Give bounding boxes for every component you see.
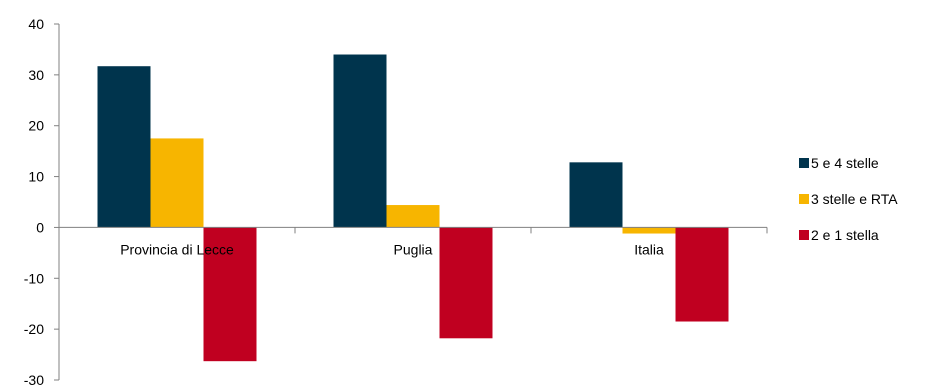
legend-swatch	[799, 230, 809, 240]
bar	[333, 54, 387, 228]
category-label: Provincia di Lecce	[120, 241, 234, 257]
bar	[622, 227, 676, 234]
legend: 5 e 4 stelle 3 stelle e RTA 2 e 1 stella	[799, 155, 898, 243]
y-tick-label: 30	[28, 67, 44, 83]
legend-swatch	[799, 158, 809, 168]
legend-label: 5 e 4 stelle	[811, 155, 879, 171]
y-tick-label: -10	[24, 270, 44, 286]
y-tick-label: -30	[24, 372, 44, 388]
legend-label: 3 stelle e RTA	[811, 191, 898, 207]
legend-label: 2 e 1 stella	[811, 227, 879, 243]
category-label: Italia	[634, 241, 664, 257]
bar	[203, 227, 257, 362]
y-tick-label: 40	[28, 16, 44, 32]
y-tick-label: 0	[36, 219, 44, 235]
bar	[386, 205, 440, 228]
y-axis-ticks: 40 30 20 10 0 -10 -20 -30	[24, 16, 59, 388]
y-tick-label: -20	[24, 321, 44, 337]
bar	[569, 162, 623, 228]
category-labels: Provincia di Lecce Puglia Italia	[120, 241, 664, 257]
axes-group	[58, 24, 767, 380]
y-tick-label: 20	[28, 118, 44, 134]
bar	[675, 227, 729, 322]
bars-group	[97, 54, 729, 362]
legend-swatch	[799, 194, 809, 204]
bar	[97, 66, 151, 228]
category-label: Puglia	[394, 241, 433, 257]
bar	[439, 227, 493, 339]
x-axis-ticks	[58, 227, 768, 234]
y-tick-label: 10	[28, 169, 44, 185]
bar	[150, 138, 204, 228]
